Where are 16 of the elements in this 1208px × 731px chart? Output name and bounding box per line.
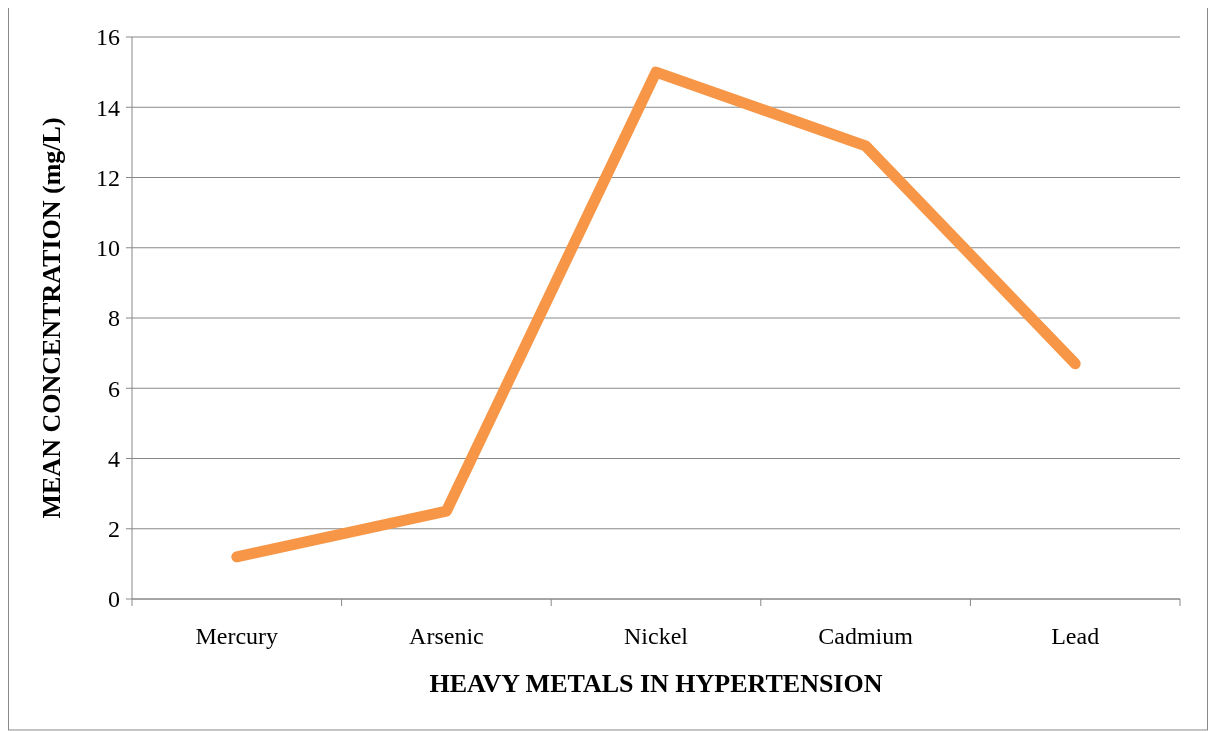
y-tick-label: 0	[108, 586, 120, 613]
x-axis-title: HEAVY METALS IN HYPERTENSION	[429, 669, 883, 698]
x-tick-label: Nickel	[624, 623, 689, 649]
y-tick-label: 16	[96, 24, 120, 51]
y-tick-label: 8	[108, 305, 120, 332]
y-tick-label: 14	[96, 94, 120, 121]
y-tick-label: 6	[108, 375, 120, 402]
y-tick-label: 2	[108, 516, 120, 543]
y-axis-title: MEAN CONCENTRATION (mg/L)	[37, 117, 66, 519]
x-tick-label: Lead	[1051, 623, 1100, 649]
y-tick-label: 12	[96, 164, 120, 191]
y-tick-label: 10	[96, 235, 120, 262]
x-tick-label: Arsenic	[409, 623, 484, 649]
x-tick-label: Cadmium	[818, 623, 914, 649]
x-tick-label: Mercury	[195, 623, 279, 649]
y-tick-label: 4	[108, 445, 120, 472]
